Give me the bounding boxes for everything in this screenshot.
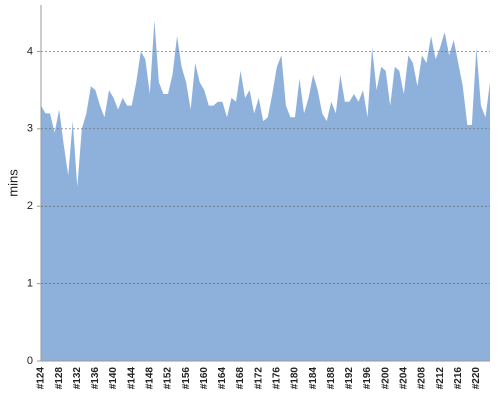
x-tick-label: #208 [417,367,428,390]
x-tick-label: #176 [271,367,282,390]
x-tick-label: #212 [435,367,446,390]
x-tick-label: #172 [253,367,264,390]
y-tick-label: 3 [27,123,33,135]
x-tick-label: #128 [54,367,65,390]
y-tick-label: 0 [27,355,33,367]
x-tick-label: #184 [308,367,319,390]
x-tick-label: #132 [72,367,83,390]
x-tick-label: #152 [163,367,174,390]
y-tick-label: 2 [27,200,33,212]
x-tick-label: #124 [36,367,47,390]
x-tick-label: #144 [126,367,137,390]
x-tick-label: #180 [290,367,301,390]
x-tick-label: #136 [90,367,101,390]
x-tick-label: #220 [471,367,482,390]
y-tick-label: 4 [27,45,33,57]
x-tick-label: #160 [199,367,210,390]
x-tick-label: #156 [181,367,192,390]
x-tick-label: #216 [453,367,464,390]
x-tick-label: #192 [344,367,355,390]
x-tick-label: #164 [217,367,228,390]
y-axis-label: mins [5,169,20,197]
x-tick-label: #196 [362,367,373,390]
x-tick-label: #188 [326,367,337,390]
x-tick-label: #148 [144,367,155,390]
x-tick-label: #140 [108,367,119,390]
area [41,20,490,361]
x-tick-label: #168 [235,367,246,390]
y-tick-label: 1 [27,278,33,290]
x-tick-label: #204 [398,367,409,390]
x-tick-label: #200 [380,367,391,390]
